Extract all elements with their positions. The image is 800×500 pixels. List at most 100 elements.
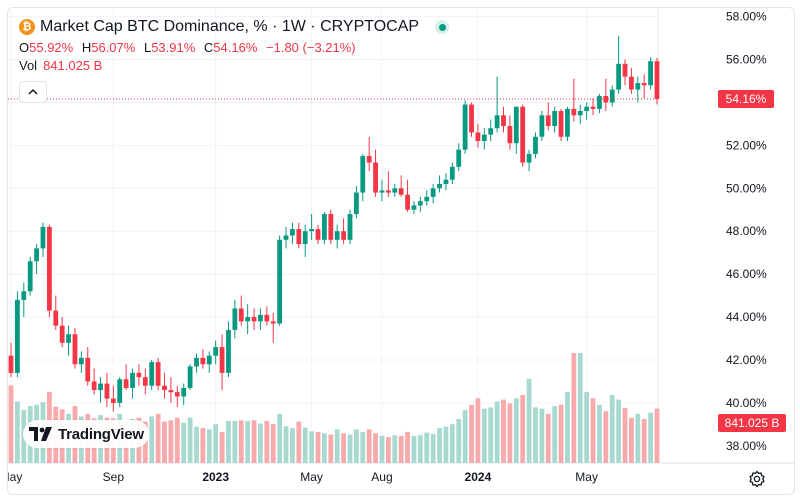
candle-body — [507, 126, 513, 144]
candle-body — [424, 196, 430, 202]
volume-bar — [258, 423, 263, 463]
x-tick-label: May — [8, 470, 22, 484]
candle-body — [411, 205, 417, 210]
candle-body — [622, 63, 628, 77]
candle-body — [290, 229, 295, 236]
low-value: 53.91% — [151, 40, 196, 55]
volume-bar — [187, 417, 193, 463]
candle-body — [577, 111, 583, 116]
volume-bar — [648, 412, 654, 463]
volume-bar — [539, 408, 545, 463]
candle-body — [475, 132, 481, 142]
ohlc-values: O55.92% H56.07% L53.91% C54.16% −1.80 (−… — [19, 40, 449, 58]
chevron-up-icon — [28, 88, 38, 95]
volume-bar — [366, 429, 372, 463]
volume-bar — [462, 409, 468, 463]
volume-bar — [437, 428, 442, 463]
volume-bar — [251, 420, 257, 463]
close-label: C — [203, 40, 214, 55]
chart-frame: 58.00%56.00%54.00%52.00%50.00%48.00%46.0… — [7, 7, 795, 495]
candle-body — [213, 347, 219, 356]
volume-bar — [194, 426, 199, 463]
volume-bar — [456, 419, 462, 463]
candle-body — [258, 314, 263, 322]
candle-body — [110, 398, 116, 403]
volume-bar — [14, 401, 20, 463]
volume-bar — [501, 399, 506, 463]
candle-body — [123, 379, 129, 388]
volume-bar — [206, 429, 212, 463]
candle-body — [98, 383, 103, 391]
volume-bar — [430, 433, 436, 463]
y-tick-label: 40.00% — [726, 396, 767, 410]
candle-body — [501, 115, 506, 127]
volume-bar — [353, 429, 359, 463]
candle-body — [635, 83, 641, 90]
volume-bar — [526, 378, 532, 463]
chart-settings-button[interactable] — [748, 470, 766, 488]
candle-body — [469, 104, 474, 133]
candle-body — [334, 231, 340, 240]
volume-bar — [597, 404, 602, 463]
volume-bar — [264, 420, 270, 463]
volume-bar — [290, 428, 295, 463]
collapse-legend-button[interactable] — [19, 81, 47, 103]
gear-icon — [749, 470, 765, 488]
candle-body — [104, 383, 110, 399]
tradingview-logo[interactable]: TradingView — [23, 420, 149, 448]
candle-body — [488, 128, 494, 135]
open-label: O — [19, 40, 30, 55]
volume-bar — [398, 435, 404, 463]
volume-bar — [360, 431, 366, 463]
market-status-icon[interactable] — [435, 20, 450, 34]
volume-bar — [417, 435, 423, 463]
volume-bar — [322, 433, 327, 463]
volume-bar — [155, 413, 161, 463]
volume-bar — [373, 433, 378, 463]
candlestick-chart[interactable]: 58.00%56.00%54.00%52.00%50.00%48.00%46.0… — [8, 8, 794, 494]
volume-bar — [302, 427, 308, 463]
candle-body — [66, 334, 71, 343]
volume-bar — [609, 395, 615, 463]
volume-bar — [629, 417, 634, 463]
volume-bar — [226, 420, 231, 463]
volume-bar — [270, 424, 276, 463]
candle-body — [14, 299, 20, 373]
y-tick-label: 52.00% — [726, 138, 767, 152]
last-volume-label: 841.025 B — [725, 416, 780, 430]
volume-bar — [552, 406, 558, 463]
volume-values: Vol 841.025 B — [19, 58, 449, 76]
candle-body — [21, 291, 27, 300]
candle-body — [629, 76, 634, 90]
candle-body — [40, 226, 46, 249]
candle-body — [187, 366, 193, 388]
x-tick-label: Sep — [103, 470, 125, 484]
tradingview-wordmark: TradingView — [58, 425, 144, 443]
candle-body — [72, 334, 78, 365]
volume-bar — [411, 435, 417, 463]
volume-bar — [475, 398, 481, 463]
x-tick-label: Aug — [371, 470, 392, 484]
candle-body — [449, 166, 455, 180]
open-value: 55.92% — [29, 40, 74, 55]
candle-body — [315, 229, 321, 240]
volume-bar — [494, 401, 500, 463]
close-value: 54.16% — [213, 40, 258, 55]
candle-body — [366, 156, 372, 163]
volume-bar — [603, 411, 609, 463]
volume-bar — [213, 424, 219, 463]
x-tick-label: May — [300, 470, 323, 484]
volume-bar — [577, 353, 583, 463]
candle-body — [238, 308, 244, 322]
candle-body — [545, 115, 551, 127]
volume-bar — [469, 404, 474, 463]
candle-body — [277, 239, 283, 324]
symbol-title[interactable]: Market Cap BTC Dominance, % · 1W · CRYPT… — [40, 18, 420, 35]
volume-bar — [488, 407, 494, 463]
volume-bar — [277, 413, 283, 463]
volume-bar — [385, 437, 391, 463]
volume-bar — [296, 421, 302, 463]
candle-body — [590, 106, 596, 109]
candle-body — [59, 325, 65, 343]
candle-body — [552, 111, 558, 127]
